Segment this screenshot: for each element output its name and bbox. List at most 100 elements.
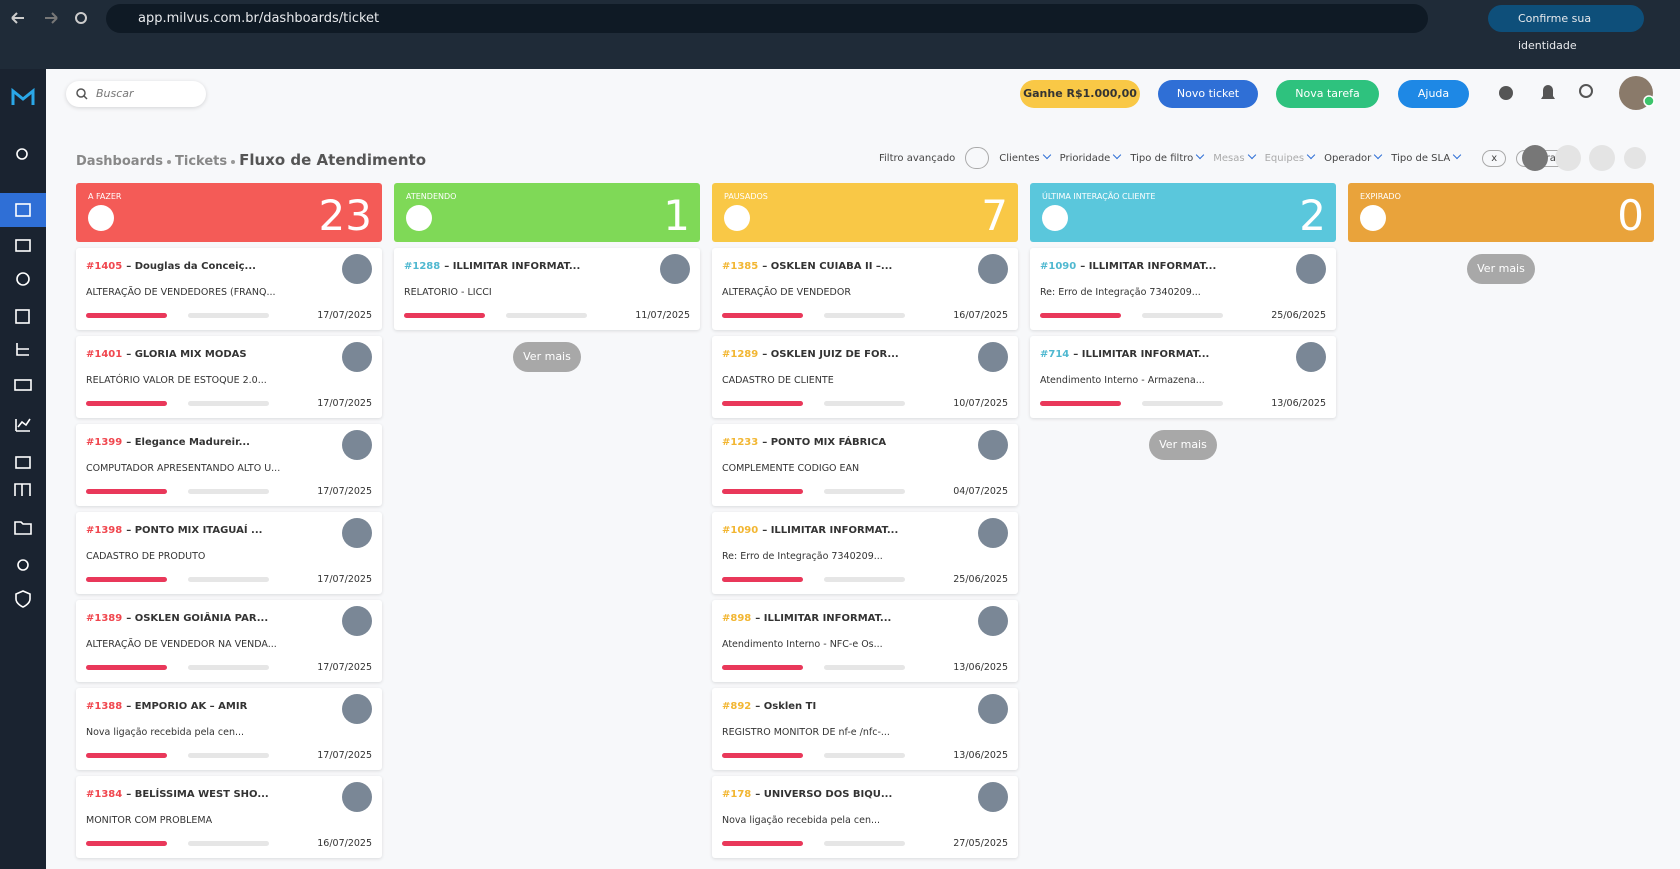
ticket-client: – ILLIMITAR INFORMAT...: [1073, 349, 1210, 360]
progress-bar: [1040, 401, 1121, 406]
progress-bar: [86, 841, 167, 846]
ticket-client: – OSKLEN JUIZ DE FOR...: [762, 349, 899, 360]
ticket-id: #1090: [722, 525, 759, 536]
ticket-title: #1288– ILLIMITAR INFORMAT...: [404, 261, 580, 272]
filter-dropdown[interactable]: Operador: [1324, 152, 1381, 164]
avatar: [342, 254, 372, 284]
ticket-desc: COMPLEMENTE CODIGO EAN: [722, 463, 860, 474]
progress-bar: [188, 665, 269, 670]
ticket-client: – Douglas da Conceiç...: [126, 261, 256, 272]
new-ticket-button[interactable]: Novo ticket: [1158, 80, 1258, 108]
clear-button[interactable]: x: [1482, 149, 1507, 167]
column-title: A FAZER: [88, 192, 122, 201]
ticket-card[interactable]: #1233– PONTO MIX FÁBRICA COMPLEMENTE CODI…: [712, 424, 1018, 506]
crumb[interactable]: Tickets: [175, 154, 228, 169]
ticket-id: #1288: [404, 261, 441, 272]
ticket-client: – UNIVERSO DOS BIQU...: [755, 789, 893, 800]
ticket-card[interactable]: #1288– ILLIMITAR INFORMAT... RELATORIO - …: [394, 248, 700, 330]
ticket-id: #898: [722, 613, 752, 624]
search-box[interactable]: Buscar: [66, 81, 206, 107]
column-title: PAUSADOS: [724, 192, 768, 201]
help-button[interactable]: Ajuda: [1398, 80, 1469, 108]
filter-dropdown[interactable]: Prioridade: [1060, 152, 1121, 164]
ticket-title: #178– UNIVERSO DOS BIQU...: [722, 789, 892, 800]
ticket-title: #1385– OSKLEN CUIABA II –...: [722, 261, 892, 272]
progress-bar: [1040, 313, 1121, 318]
column-icon: [1360, 205, 1386, 231]
avatar: [978, 782, 1008, 812]
ticket-card[interactable]: #898– ILLIMITAR INFORMAT... Atendimento I…: [712, 600, 1018, 682]
ticket-date: 25/06/2025: [953, 574, 1008, 585]
crumb[interactable]: Dashboards: [76, 154, 164, 169]
see-more-button[interactable]: Ver mais: [1467, 254, 1535, 284]
ticket-card[interactable]: #1405– Douglas da Conceiç... ALTERAÇÃO DE…: [76, 248, 382, 330]
filter-dropdown[interactable]: Tipo de SLA: [1391, 152, 1460, 164]
ticket-title: #714– ILLIMITAR INFORMAT...: [1040, 349, 1209, 360]
ticket-card[interactable]: #1399– Elegance Madureir... COMPUTADOR AP…: [76, 424, 382, 506]
column-title: ÚLTIMA INTERAÇÃO CLIENTE: [1042, 192, 1156, 201]
column-header: ATENDENDO 1: [394, 183, 700, 242]
ticket-card[interactable]: #1384– BELÍSSIMA WEST SHO... MONITOR COM …: [76, 776, 382, 858]
ticket-id: #714: [1040, 349, 1070, 360]
ticket-card[interactable]: #1090– ILLIMITAR INFORMAT... Re: Erro de …: [1030, 248, 1336, 330]
progress-bar: [86, 313, 167, 318]
ticket-card[interactable]: #1398– PONTO MIX ITAGUAÍ ... CADASTRO DE …: [76, 512, 382, 594]
column-header: EXPIRADO 0: [1348, 183, 1654, 242]
filter-dropdown[interactable]: Equipes: [1265, 152, 1315, 164]
profile-label: Confirme sua identidade: [1518, 12, 1592, 52]
ticket-id: #1398: [86, 525, 123, 536]
progress-bar: [188, 577, 269, 582]
see-more-button[interactable]: Ver mais: [513, 342, 581, 372]
progress-bar: [824, 489, 905, 494]
ticket-title: #1389– OSKLEN GOIÂNIA PAR...: [86, 613, 268, 624]
avatar: [978, 606, 1008, 636]
address-bar[interactable]: app.milvus.com.br/dashboards/ticket: [106, 4, 1428, 33]
profile-button[interactable]: Confirme sua identidade: [1488, 5, 1644, 52]
progress-bar: [824, 665, 905, 670]
progress-bar: [722, 841, 803, 846]
progress-bar: [188, 841, 269, 846]
column-count: 23: [318, 191, 372, 240]
ticket-card[interactable]: #892– Osklen TI REGISTRO MONITOR DE nf-e …: [712, 688, 1018, 770]
ticket-title: #1405– Douglas da Conceiç...: [86, 261, 256, 272]
ticket-card[interactable]: #1289– OSKLEN JUIZ DE FOR... CADASTRO DE …: [712, 336, 1018, 418]
browser-bar: app.milvus.com.br/dashboards/ticket Conf…: [0, 0, 1680, 69]
advanced-filter-close[interactable]: [965, 147, 990, 169]
ticket-card[interactable]: #1388– EMPORIO AK – AMIR Nova ligação rec…: [76, 688, 382, 770]
column-icon: [406, 205, 432, 231]
filter-dropdown[interactable]: Mesas: [1213, 152, 1254, 164]
crumb-separator: [231, 159, 236, 164]
avatar: [978, 342, 1008, 372]
filter-dropdown[interactable]: Clientes: [999, 152, 1049, 164]
url: app.milvus.com.br/dashboards/ticket: [138, 11, 380, 26]
ticket-client: – ILLIMITAR INFORMAT...: [762, 525, 899, 536]
promo-button[interactable]: Ganhe R$1.000,00: [1020, 80, 1140, 108]
avatar: [342, 606, 372, 636]
progress-bar: [1142, 401, 1223, 406]
ticket-client: – ILLIMITAR INFORMAT...: [755, 613, 892, 624]
avatar: [342, 694, 372, 724]
progress-bar: [722, 577, 803, 582]
column-header: PAUSADOS 7: [712, 183, 1018, 242]
ticket-card[interactable]: #1090– ILLIMITAR INFORMAT... Re: Erro de …: [712, 512, 1018, 594]
search-icon: [76, 88, 88, 100]
see-more-button[interactable]: Ver mais: [1149, 430, 1217, 460]
sidebar: [0, 69, 46, 869]
ticket-card[interactable]: #178– UNIVERSO DOS BIQU... Nova ligação r…: [712, 776, 1018, 858]
ticket-card[interactable]: #1401– GLORIA MIX MODAS RELATÓRIO VALOR D…: [76, 336, 382, 418]
ticket-id: #1289: [722, 349, 759, 360]
ticket-desc: MONITOR COM PROBLEMA: [86, 815, 213, 826]
filters: Filtro avançado Clientes Prioridade Tipo de…: [879, 147, 1575, 169]
new-task-button[interactable]: Nova tarefa: [1276, 80, 1379, 108]
avatar: [342, 782, 372, 812]
progress-bar: [188, 401, 269, 406]
column: ÚLTIMA INTERAÇÃO CLIENTE 2 #1090– ILLIMITA…: [1030, 183, 1336, 460]
filter-dropdown[interactable]: Tipo de filtro: [1130, 152, 1203, 164]
ticket-card[interactable]: #714– ILLIMITAR INFORMAT... Atendimento I…: [1030, 336, 1336, 418]
top-icons: [1499, 76, 1655, 110]
ticket-client: – PONTO MIX FÁBRICA: [762, 437, 887, 448]
ticket-date: 13/06/2025: [953, 750, 1008, 761]
advanced-filter-label: Filtro avançado: [879, 152, 956, 164]
ticket-card[interactable]: #1389– OSKLEN GOIÂNIA PAR... ALTERAÇÃO DE…: [76, 600, 382, 682]
ticket-card[interactable]: #1385– OSKLEN CUIABA II –... ALTERAÇÃO DE…: [712, 248, 1018, 330]
